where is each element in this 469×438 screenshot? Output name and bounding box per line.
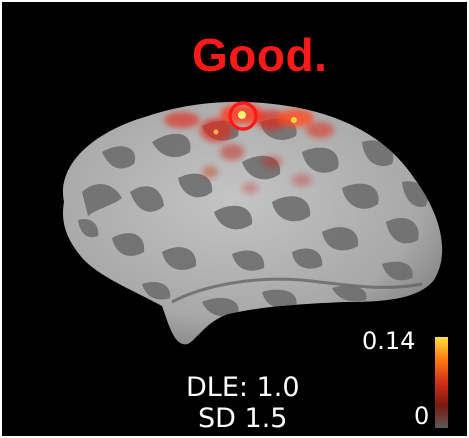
dle-value: DLE: 1.0	[186, 372, 300, 403]
annotation-label: Good.	[192, 29, 328, 81]
activation-peak-secondary	[291, 117, 297, 123]
annotation-circle	[228, 101, 258, 131]
sd-value: SD 1.5	[198, 403, 288, 434]
sylvian-fissure-line	[171, 277, 423, 304]
colorbar-min-label: 0	[414, 402, 430, 430]
activation-peak-tertiary	[213, 129, 219, 135]
colorbar	[435, 337, 448, 428]
activation-peak	[238, 111, 246, 119]
brain-base	[62, 101, 443, 345]
colorbar-max-label: 0.14	[362, 327, 416, 355]
